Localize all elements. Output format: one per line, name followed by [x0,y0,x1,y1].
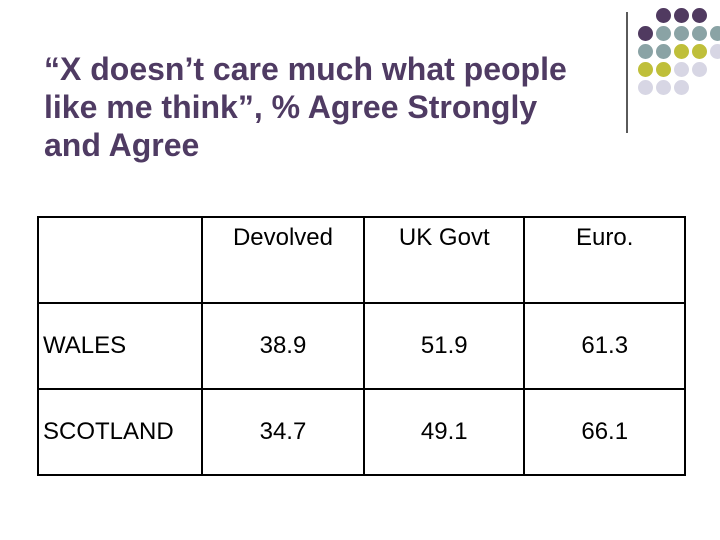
decorative-dot [692,44,707,59]
decorative-dot [638,80,653,95]
decorative-dot [656,80,671,95]
decorative-dot [692,8,707,23]
decorative-dot [674,8,689,23]
column-header-devolved: Devolved [200,216,366,304]
slide-title: “X doesn’t care much what people like me… [44,50,624,164]
decorative-dot [692,62,707,77]
decorative-divider [626,12,628,133]
decorative-dot [710,44,720,59]
data-table: Devolved UK Govt Euro. WALES 38.9 51.9 6… [37,216,686,476]
decorative-dot [692,26,707,41]
decorative-dot [656,62,671,77]
header-blank-cell [37,216,203,304]
title-line-1: “X doesn’t care much what people [44,51,567,87]
column-header-uk-govt: UK Govt [363,216,526,304]
decorative-dot [674,80,689,95]
table-row: SCOTLAND 34.7 49.1 66.1 [37,388,686,476]
decorative-dot [638,62,653,77]
cell-wales-devolved: 38.9 [200,302,366,390]
decorative-dot [710,26,720,41]
cell-wales-euro: 61.3 [523,302,686,390]
table-row: WALES 38.9 51.9 61.3 [37,302,686,390]
cell-scotland-devolved: 34.7 [200,388,366,476]
title-line-3: and Agree [44,127,200,163]
column-header-euro: Euro. [523,216,686,304]
decorative-dot [656,8,671,23]
cell-wales-uk-govt: 51.9 [363,302,526,390]
decorative-dot [674,26,689,41]
title-line-2: like me think”, % Agree Strongly [44,89,538,125]
cell-scotland-euro: 66.1 [523,388,686,476]
decorative-dot [674,44,689,59]
row-label-scotland: SCOTLAND [37,388,203,476]
table-header-row: Devolved UK Govt Euro. [37,216,686,304]
decorative-dot [656,44,671,59]
decorative-dot [656,26,671,41]
decorative-dot [674,62,689,77]
cell-scotland-uk-govt: 49.1 [363,388,526,476]
decorative-dot [638,44,653,59]
row-label-wales: WALES [37,302,203,390]
decorative-dot [638,26,653,41]
